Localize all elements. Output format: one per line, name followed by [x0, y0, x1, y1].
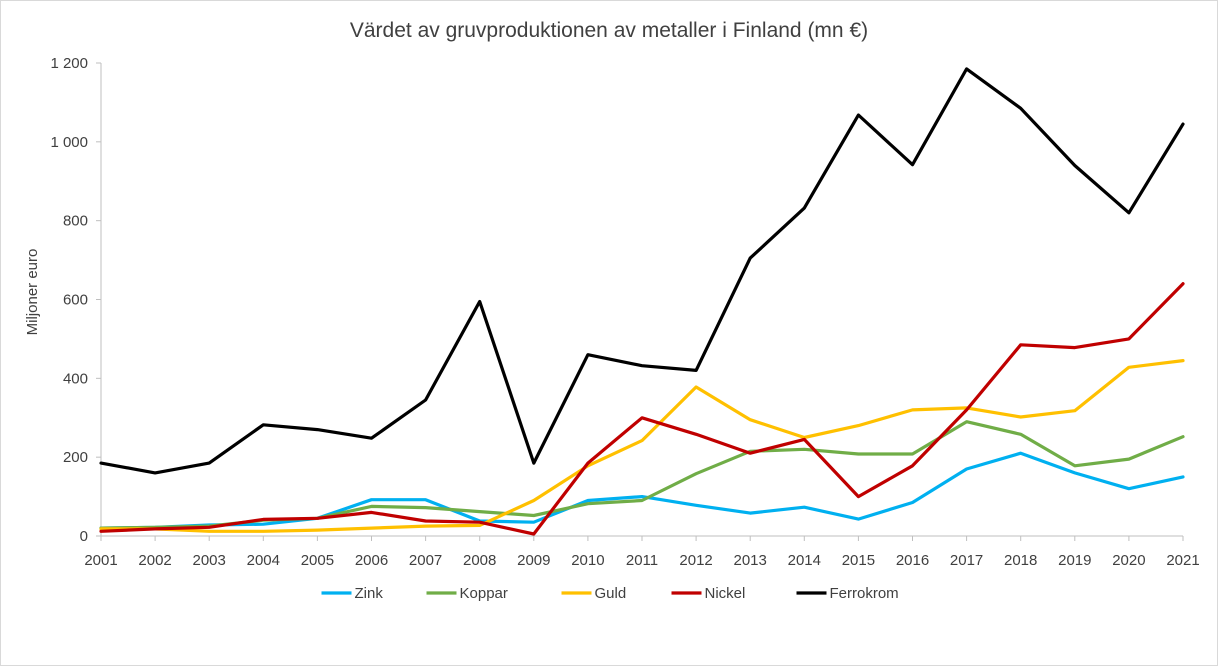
series-lines — [99, 67, 1185, 536]
legend-label: Nickel — [705, 585, 746, 602]
series-line-nickel — [99, 282, 1185, 536]
x-tick-label: 2007 — [409, 552, 442, 569]
legend-label: Ferrokrom — [830, 585, 899, 602]
y-tick-label: 800 — [63, 213, 88, 230]
x-tick-label: 2005 — [301, 552, 334, 569]
series-line-ferrokrom — [99, 67, 1185, 475]
legend: Zink Koppar Guld Nickel Ferrokrom — [321, 585, 899, 602]
legend-label: Guld — [595, 585, 627, 602]
x-tick-label: 2018 — [1004, 552, 1037, 569]
axes — [100, 63, 1183, 537]
x-tick-label: 2016 — [896, 552, 929, 569]
legend-item-ferrokrom: Ferrokrom — [796, 585, 899, 602]
x-tick-label: 2013 — [734, 552, 767, 569]
y-tick-label: 400 — [63, 370, 88, 387]
x-tick-label: 2010 — [571, 552, 604, 569]
x-tick-label: 2003 — [193, 552, 226, 569]
x-tick-label: 2021 — [1166, 552, 1199, 569]
x-tick-label: 2006 — [355, 552, 388, 569]
x-tick-label: 2015 — [842, 552, 875, 569]
x-tick-label: 2019 — [1058, 552, 1091, 569]
legend-label: Koppar — [460, 585, 508, 602]
legend-label: Zink — [355, 585, 384, 602]
series-line-guld — [99, 359, 1185, 533]
legend-item-nickel: Nickel — [671, 585, 746, 602]
x-tick-label: 2001 — [84, 552, 117, 569]
chart-title: Värdet av gruvproduktionen av metaller i… — [350, 19, 868, 42]
y-tick-label: 1 200 — [50, 55, 88, 72]
series-line-zink — [99, 451, 1185, 530]
series-line-koppar — [99, 420, 1185, 530]
legend-item-zink: Zink — [321, 585, 384, 602]
y-axis-label: Miljoner euro — [24, 249, 41, 336]
x-tick-label: 2012 — [679, 552, 712, 569]
x-tick-label: 2020 — [1112, 552, 1145, 569]
x-tick-label: 2011 — [626, 552, 658, 569]
x-tick-label: 2002 — [138, 552, 171, 569]
y-tick-label: 200 — [63, 449, 88, 466]
legend-item-koppar: Koppar — [426, 585, 508, 602]
legend-item-guld: Guld — [561, 585, 627, 602]
x-tick-label: 2008 — [463, 552, 496, 569]
x-tick-label: 2004 — [247, 552, 280, 569]
x-tick-label: 2017 — [950, 552, 983, 569]
y-tick-label: 1 000 — [50, 134, 88, 151]
y-axis-ticks: 0 200 400 600 800 1 000 1 200 — [50, 55, 101, 545]
y-tick-label: 0 — [80, 528, 88, 545]
y-tick-label: 600 — [63, 292, 88, 309]
x-axis-ticks: 2001 2002 2003 2004 2005 2006 2007 2008 2009 2010… — [84, 536, 1200, 569]
x-tick-label: 2009 — [517, 552, 550, 569]
x-tick-label: 2014 — [788, 552, 821, 569]
